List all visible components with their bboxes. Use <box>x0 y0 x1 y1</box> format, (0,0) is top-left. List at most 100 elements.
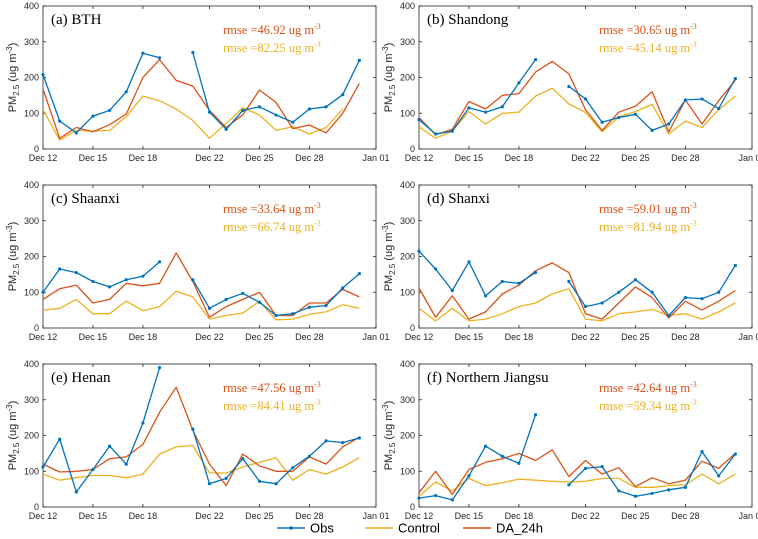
x-tick-label: Dec 18 <box>129 153 158 163</box>
y-tick-label: 400 <box>400 359 415 369</box>
x-tick-label: Dec 12 <box>29 511 58 521</box>
obs-point <box>417 496 421 500</box>
x-tick-label: Jan 01 <box>738 332 758 342</box>
obs-point <box>141 51 145 55</box>
obs-point <box>717 290 721 294</box>
x-tick-label: Dec 18 <box>505 511 534 521</box>
y-axis-label: PM2.5 (ug m-3) <box>5 43 21 113</box>
obs-point <box>600 301 604 305</box>
y-tick-label: 300 <box>24 216 39 226</box>
obs-point <box>224 127 228 131</box>
x-tick-label: Jan 01 <box>362 153 389 163</box>
y-tick-label: 400 <box>400 1 415 11</box>
panel-2: 0 100 200 300 400 Dec 12 Dec 15 Dec 18 Dec 22 Dec… <box>381 1 758 163</box>
panel-title: (b) Shandong <box>427 12 509 28</box>
series-line-da-24h <box>42 252 360 318</box>
x-tick-label: Dec 15 <box>455 153 484 163</box>
x-tick-label: Jan 01 <box>362 511 389 521</box>
series-line-obs <box>418 250 536 297</box>
obs-point <box>567 84 571 89</box>
x-tick-label: Dec 18 <box>505 153 534 163</box>
y-tick-label: 100 <box>24 108 39 118</box>
obs-point <box>700 297 704 301</box>
obs-point <box>108 285 112 289</box>
obs-point <box>733 263 737 268</box>
obs-point <box>74 270 78 275</box>
obs-point <box>650 290 654 294</box>
legend-label-control: Control <box>398 521 440 536</box>
obs-point <box>224 476 228 480</box>
obs-point <box>667 122 671 126</box>
series-line-obs <box>418 414 537 501</box>
y-tick-label: 100 <box>24 287 39 297</box>
x-tick-label: Dec 28 <box>671 332 700 342</box>
obs-point <box>207 482 212 486</box>
obs-point <box>157 365 162 370</box>
y-tick-label: 200 <box>24 252 39 262</box>
x-tick-label: Dec 25 <box>621 153 650 163</box>
rmse-control-label: rmse =82.25 ug m-3 <box>223 40 321 55</box>
series-line-obs <box>42 52 160 134</box>
x-tick-label: Dec 25 <box>245 511 274 521</box>
x-tick-label: Dec 15 <box>79 511 108 521</box>
panel-title: (f) Northern Jiangsu <box>427 370 549 386</box>
y-tick-label: 100 <box>400 466 415 476</box>
obs-point <box>357 58 361 62</box>
obs-point <box>291 466 295 470</box>
y-tick-label: 300 <box>400 395 415 405</box>
obs-point <box>41 73 45 77</box>
x-tick-label: Dec 12 <box>405 332 434 342</box>
panel-4: 0 100 200 300 400 Dec 12 Dec 15 Dec 18 Dec 22 Dec… <box>381 180 758 342</box>
y-tick-label: 0 <box>34 323 39 333</box>
y-axis-label: PM2.5 (ug m-3) <box>381 43 397 113</box>
obs-point <box>58 267 62 271</box>
panel-5: 0 100 200 300 400 Dec 12 Dec 15 Dec 18 Dec 22 Dec… <box>5 359 390 521</box>
plot-area <box>42 5 377 150</box>
obs-point <box>74 490 78 494</box>
obs-point <box>567 483 571 487</box>
panel-title: (a) BTH <box>51 12 102 28</box>
obs-point <box>357 272 361 276</box>
y-tick-label: 0 <box>410 323 415 333</box>
y-tick-label: 400 <box>24 359 39 369</box>
y-tick-label: 200 <box>24 73 39 83</box>
obs-point <box>124 90 128 94</box>
obs-point <box>650 491 654 496</box>
obs-point <box>191 427 195 431</box>
obs-point <box>633 278 638 282</box>
series-line-da-24h <box>418 449 736 496</box>
obs-point <box>307 454 311 458</box>
obs-point <box>733 452 737 456</box>
obs-point <box>683 296 688 300</box>
obs-point <box>108 444 112 448</box>
obs-point <box>667 313 671 318</box>
obs-point <box>257 300 262 304</box>
y-tick-label: 0 <box>410 502 415 512</box>
obs-point <box>667 488 671 492</box>
series-line-da-24h <box>42 386 360 487</box>
series-line-obs <box>42 367 161 493</box>
obs-point <box>417 249 421 253</box>
x-tick-label: Dec 28 <box>295 332 324 342</box>
obs-point <box>274 313 278 318</box>
obs-point <box>617 115 621 120</box>
y-tick-label: 0 <box>34 144 39 154</box>
obs-point <box>617 489 621 493</box>
x-tick-label: Dec 25 <box>245 153 274 163</box>
obs-point <box>157 56 162 60</box>
x-tick-label: Dec 25 <box>621 332 650 342</box>
legend: Obs Control DA_24h <box>277 521 543 536</box>
y-tick-label: 300 <box>24 395 39 405</box>
y-tick-label: 300 <box>400 216 415 226</box>
series-line-control <box>418 288 736 322</box>
x-tick-label: Dec 22 <box>195 332 224 342</box>
y-tick-label: 200 <box>24 431 39 441</box>
series-line-control <box>42 444 360 481</box>
plot-area <box>418 363 753 508</box>
obs-point <box>467 106 471 110</box>
rmse-da24h-label: rmse =33.64 ug m-3 <box>223 201 321 216</box>
plot-area <box>42 184 377 329</box>
obs-point <box>324 303 328 308</box>
y-tick-label: 0 <box>34 502 39 512</box>
